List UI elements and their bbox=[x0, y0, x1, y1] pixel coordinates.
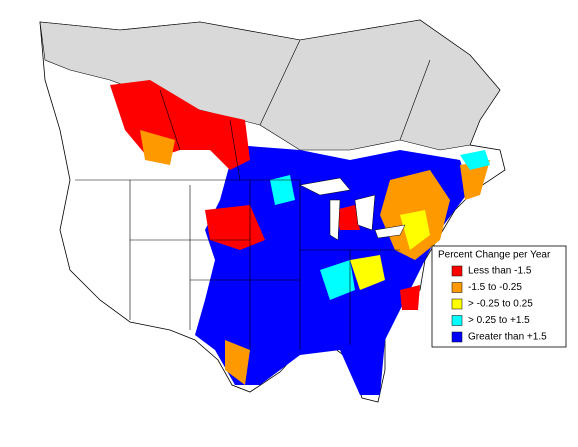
legend: Percent Change per Year Less than -1.5 -1… bbox=[431, 245, 567, 348]
legend-swatch bbox=[451, 315, 463, 326]
legend-swatch bbox=[451, 282, 463, 293]
legend-box bbox=[431, 245, 567, 348]
border bbox=[75, 39, 431, 350]
legend-swatch bbox=[451, 331, 463, 343]
legend-title: Percent Change per Year bbox=[438, 250, 551, 261]
trend-area-decrease bbox=[205, 205, 420, 310]
trend-area-slight-decrease bbox=[140, 130, 490, 385]
legend-label: Less than -1.5 bbox=[468, 266, 532, 277]
legend-label: -1.5 to -0.25 bbox=[468, 282, 522, 293]
legend-swatch bbox=[451, 298, 463, 310]
legend-swatch bbox=[451, 265, 463, 277]
legend-label: > -0.25 to 0.25 bbox=[468, 299, 533, 310]
trend-area-stable bbox=[350, 210, 430, 290]
great-lakes bbox=[299, 177, 406, 241]
legend-label: > 0.25 to +1.5 bbox=[468, 315, 530, 326]
trend-area-slight-increase bbox=[270, 150, 490, 300]
legend-label: Greater than +1.5 bbox=[468, 332, 547, 343]
